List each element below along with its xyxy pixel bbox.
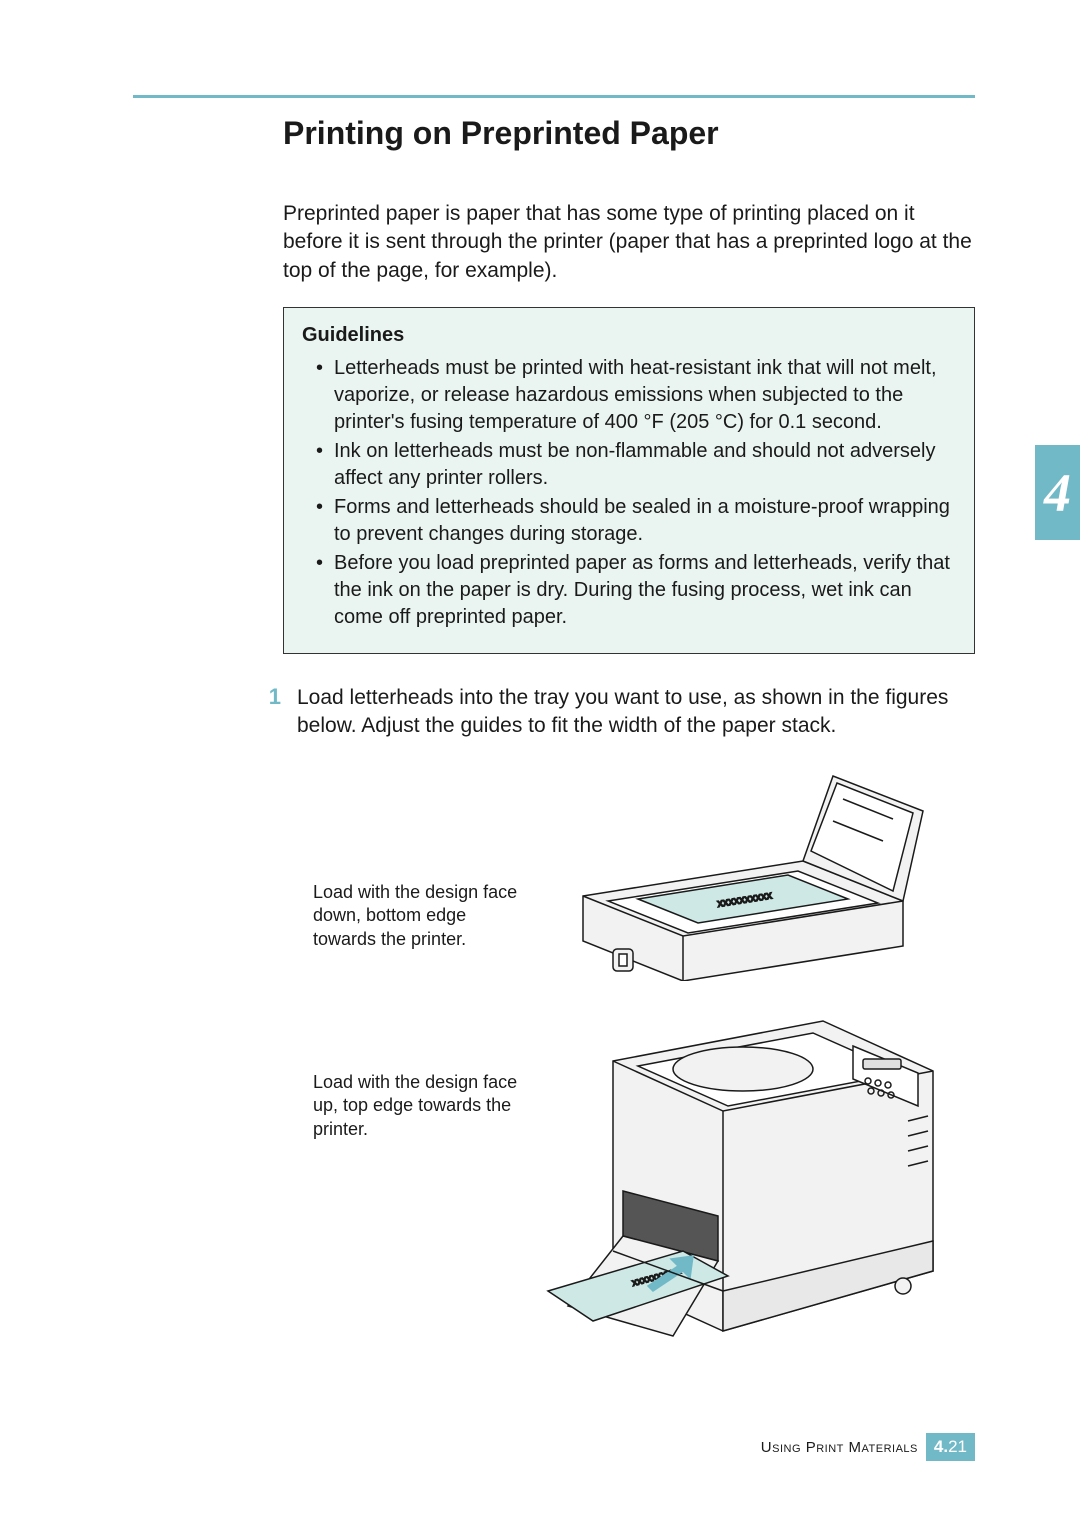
tray-illustration: xxxxxxxxxx <box>553 751 933 981</box>
guidelines-box: Guidelines Letterheads must be printed w… <box>283 307 975 654</box>
figure-area: Load with the design face down, bottom e… <box>283 761 975 1401</box>
top-rule <box>115 95 975 98</box>
manual-page: 4 Printing on Preprinted Paper Preprinte… <box>0 0 1080 1523</box>
figure-caption-printer: Load with the design face up, top edge t… <box>313 1071 533 1141</box>
guideline-item: Before you load preprinted paper as form… <box>316 550 956 631</box>
footer-page-box: 4.21 <box>926 1433 975 1461</box>
guideline-item: Ink on letterheads must be non-flammable… <box>316 438 956 492</box>
top-rule-gap <box>115 95 133 98</box>
chapter-tab: 4 <box>1035 445 1080 540</box>
figure-caption-tray: Load with the design face down, bottom e… <box>313 881 533 951</box>
printer-illustration: xxxxxxxxxx <box>513 991 963 1371</box>
guideline-item: Forms and letterheads should be sealed i… <box>316 494 956 548</box>
guidelines-heading: Guidelines <box>302 324 956 347</box>
footer-page-number: 21 <box>948 1437 967 1456</box>
step-text: Load letterheads into the tray you want … <box>297 684 975 741</box>
step-number: 1 <box>259 684 281 741</box>
guidelines-list: Letterheads must be printed with heat-re… <box>302 355 956 631</box>
footer-chapter: 4. <box>934 1437 948 1456</box>
step-row: 1 Load letterheads into the tray you wan… <box>259 684 975 741</box>
intro-paragraph: Preprinted paper is paper that has some … <box>283 200 975 285</box>
content-area: Printing on Preprinted Paper Preprinted … <box>283 115 975 1401</box>
page-footer: Using Print Materials 4.21 <box>761 1433 975 1461</box>
footer-section-name: Using Print Materials <box>761 1439 918 1456</box>
page-title: Printing on Preprinted Paper <box>283 115 975 152</box>
guideline-item: Letterheads must be printed with heat-re… <box>316 355 956 436</box>
